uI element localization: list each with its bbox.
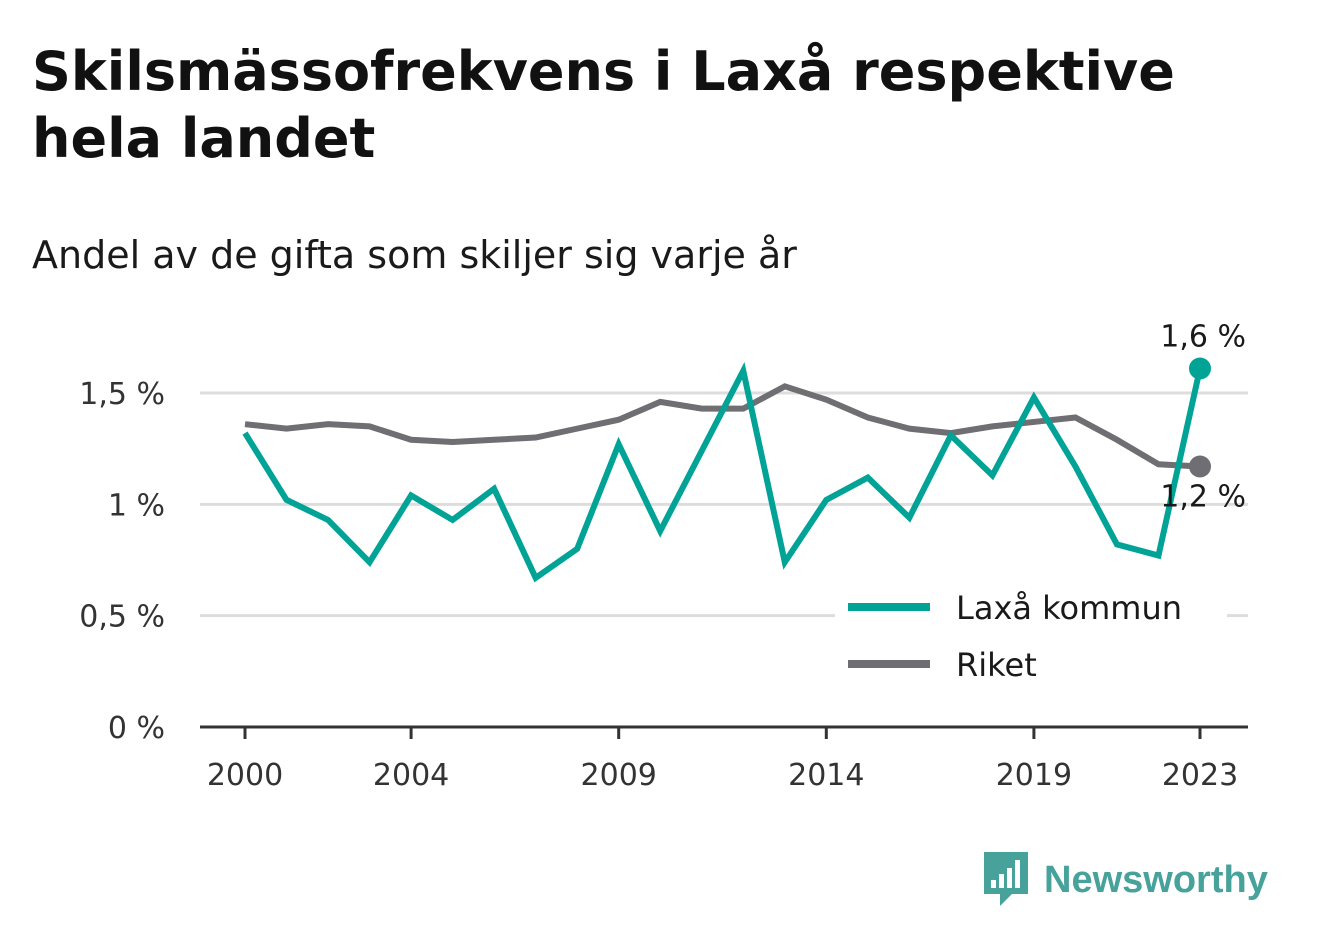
x-tick-label: 2009: [581, 758, 657, 793]
bar-chart-speech-bubble-icon: [984, 852, 1028, 906]
x-axis-ticks: 2000 2004 2009 2014 2019 2023: [207, 727, 1238, 793]
y-tick-label: 1 %: [108, 488, 165, 523]
series-lines: [242, 361, 1203, 583]
legend: Laxå kommun Riket: [835, 578, 1227, 696]
y-axis-ticks: 0 % 0,5 % 1 % 1,5 %: [79, 377, 165, 746]
end-value-label-laxa: 1,6 %: [1160, 320, 1246, 355]
legend-background: [835, 578, 1227, 696]
x-tick-label: 2023: [1162, 758, 1238, 793]
x-tick-label: 2019: [996, 758, 1072, 793]
x-tick-label: 2014: [788, 758, 864, 793]
series-line-laxa: [242, 361, 1203, 583]
x-tick-label: 2000: [207, 758, 283, 793]
legend-label: Riket: [956, 646, 1037, 684]
y-tick-label: 0 %: [108, 711, 165, 746]
brand-name: Newsworthy: [1044, 858, 1268, 901]
series-line-riket: [244, 383, 1201, 470]
end-point-laxa: [1189, 357, 1211, 380]
end-markers: 1,6 % 1,2 %: [1160, 320, 1246, 515]
chart-title: Skilsmässofrekvens i Laxå respektive hel…: [32, 40, 1175, 170]
legend-label: Laxå kommun: [956, 589, 1182, 627]
end-point-riket: [1189, 455, 1211, 478]
x-tick-label: 2004: [373, 758, 449, 793]
y-tick-label: 1,5 %: [79, 377, 165, 412]
y-tick-label: 0,5 %: [79, 600, 165, 635]
chart-subtitle: Andel av de gifta som skiljer sig varje …: [32, 233, 797, 277]
brand-logo: Newsworthy: [980, 850, 1268, 910]
end-value-label-riket: 1,2 %: [1160, 479, 1246, 514]
